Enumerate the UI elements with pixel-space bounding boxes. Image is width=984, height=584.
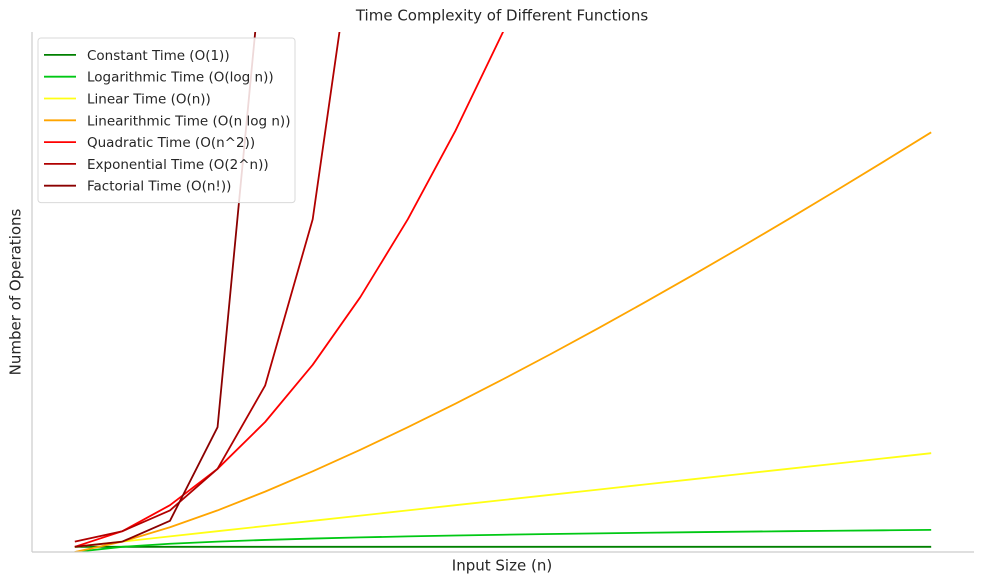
x-axis-label: Input Size (n): [452, 557, 552, 575]
legend-box: [37, 37, 296, 204]
series-line: [74, 452, 932, 548]
legend-label: Quadratic Time (O(n^2)): [87, 135, 255, 151]
legend-label: Logarithmic Time (O(log n)): [87, 70, 274, 86]
series-line: [74, 529, 932, 552]
legend-label: Linearithmic Time (O(n log n)): [87, 113, 290, 129]
legend-label: Exponential Time (O(2^n)): [87, 157, 269, 173]
chart-title: Time Complexity of Different Functions: [355, 7, 648, 25]
series-line: [74, 131, 932, 552]
plot-lines: [74, 32, 932, 552]
legend: Constant Time (O(1)) Logarithmic Time (O(…: [37, 37, 296, 204]
legend-label: Constant Time (O(1)): [87, 48, 230, 64]
legend-label: Factorial Time (O(n!)): [87, 179, 231, 195]
legend-label: Linear Time (O(n)): [87, 92, 211, 108]
y-axis-label: Number of Operations: [7, 208, 25, 375]
